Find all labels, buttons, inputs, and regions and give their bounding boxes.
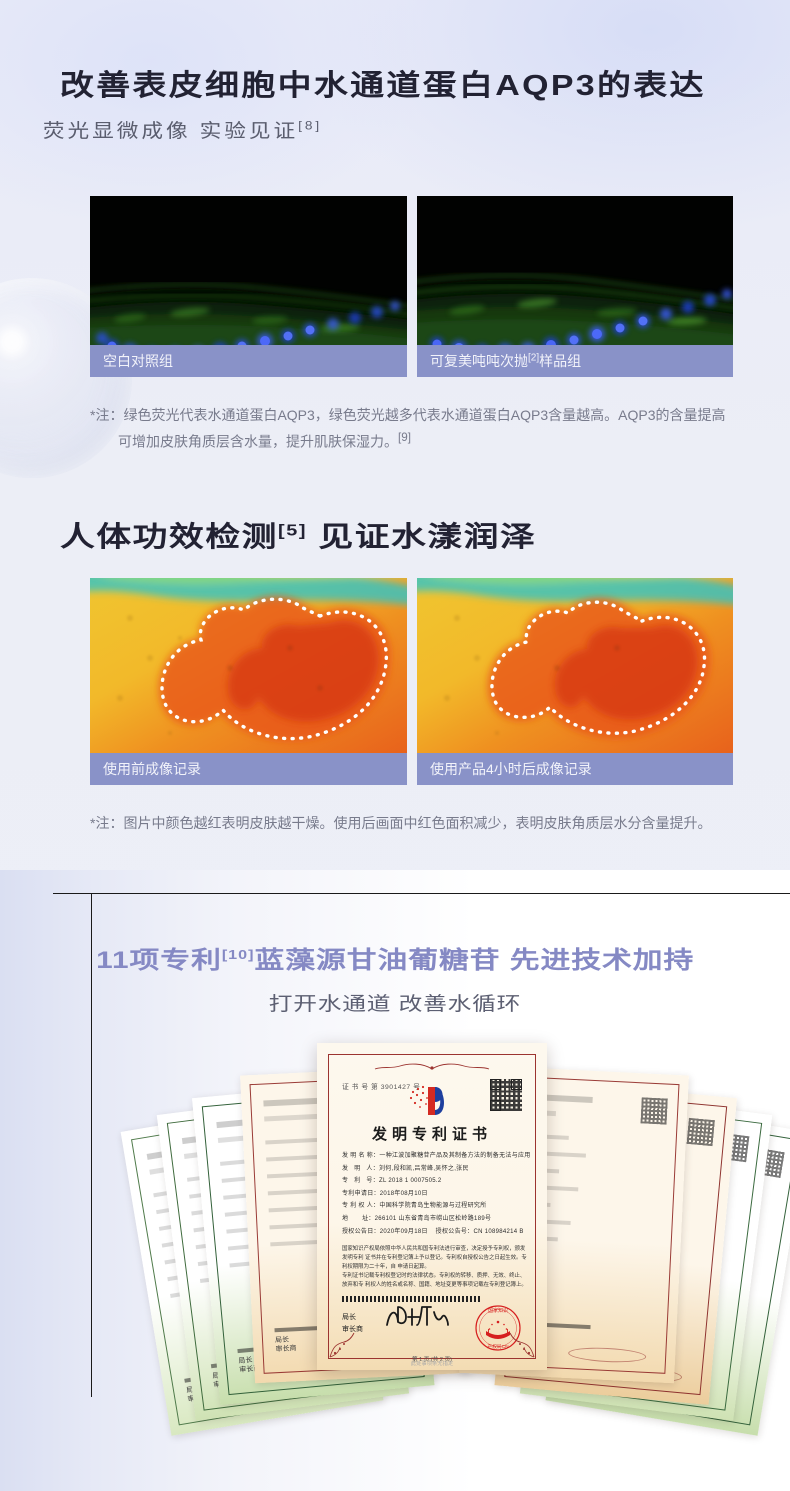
svg-text:国家知识: 国家知识 — [488, 1307, 508, 1314]
svg-text:产权局CN: 产权局CN — [487, 1343, 509, 1350]
